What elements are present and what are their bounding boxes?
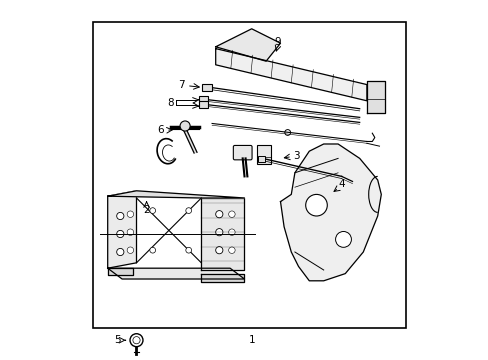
Circle shape	[127, 211, 133, 217]
FancyBboxPatch shape	[199, 96, 208, 103]
Text: 7: 7	[178, 80, 184, 90]
Bar	[257, 145, 270, 164]
Polygon shape	[201, 198, 244, 270]
Polygon shape	[107, 268, 244, 279]
Circle shape	[127, 229, 133, 235]
Circle shape	[149, 208, 155, 213]
Polygon shape	[366, 81, 384, 113]
Text: 5: 5	[114, 335, 121, 345]
Circle shape	[215, 211, 223, 218]
Polygon shape	[280, 144, 381, 281]
Text: 6: 6	[157, 125, 164, 135]
Polygon shape	[208, 87, 359, 111]
Circle shape	[228, 211, 235, 217]
Polygon shape	[107, 191, 136, 268]
Circle shape	[335, 231, 351, 247]
Circle shape	[185, 208, 191, 213]
Circle shape	[149, 247, 155, 253]
Circle shape	[185, 247, 191, 253]
Circle shape	[117, 248, 123, 256]
Polygon shape	[215, 29, 280, 61]
Bar	[93, 22, 406, 328]
Text: 8: 8	[167, 98, 174, 108]
Circle shape	[133, 337, 140, 344]
Circle shape	[228, 229, 235, 235]
Circle shape	[180, 121, 190, 131]
FancyBboxPatch shape	[233, 145, 251, 160]
Circle shape	[215, 247, 223, 254]
Circle shape	[215, 229, 223, 236]
Polygon shape	[215, 49, 366, 101]
Circle shape	[305, 194, 326, 216]
Circle shape	[117, 230, 123, 238]
Circle shape	[127, 247, 133, 253]
Polygon shape	[201, 274, 244, 282]
Text: 3: 3	[293, 150, 300, 161]
Text: 9: 9	[274, 37, 281, 47]
Text: 4: 4	[338, 179, 345, 189]
FancyBboxPatch shape	[257, 156, 264, 162]
Polygon shape	[107, 191, 244, 198]
FancyBboxPatch shape	[199, 101, 208, 108]
Text: 1: 1	[248, 335, 254, 345]
Polygon shape	[204, 99, 359, 119]
Polygon shape	[107, 268, 133, 275]
Circle shape	[228, 247, 235, 253]
FancyBboxPatch shape	[202, 84, 211, 91]
Text: 2: 2	[143, 204, 150, 215]
Circle shape	[117, 212, 123, 220]
Circle shape	[130, 334, 142, 347]
Polygon shape	[183, 129, 197, 153]
